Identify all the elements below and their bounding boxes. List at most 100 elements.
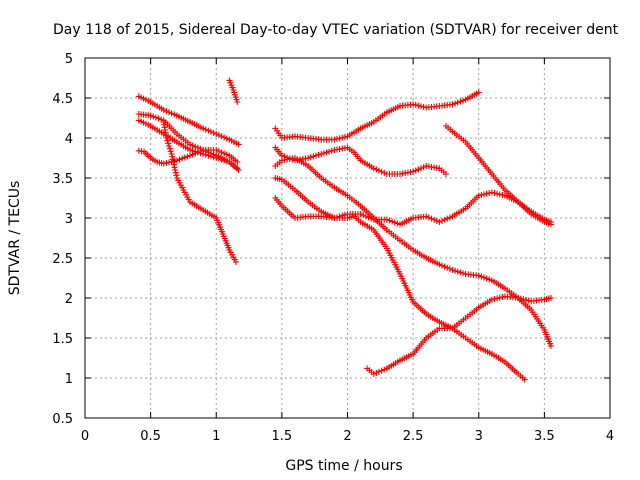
data-point-marker xyxy=(187,147,193,153)
data-point-marker xyxy=(336,135,343,142)
data-point-marker xyxy=(223,158,230,165)
data-point-marker xyxy=(478,191,485,198)
data-point-marker xyxy=(318,151,325,157)
data-point-marker xyxy=(310,153,317,160)
data-point-marker xyxy=(202,126,209,133)
data-point-marker xyxy=(362,213,369,220)
data-point-marker xyxy=(208,153,214,160)
data-point-marker xyxy=(481,191,487,198)
data-point-marker xyxy=(486,190,493,197)
y-axis-label: SDTVAR / TECUs xyxy=(7,181,23,296)
data-point-marker xyxy=(441,216,448,223)
data-point-marker xyxy=(517,295,524,302)
data-point-marker xyxy=(410,168,417,175)
data-point-marker xyxy=(218,156,225,163)
data-point-marker xyxy=(418,165,424,172)
axis-ticks: 0 0.5 1 1.5 2 2.5 3 3.5 4 0.5 1 1.5 2 2.5 3 3.5 4 4.5 5 xyxy=(52,52,614,444)
data-point-marker xyxy=(205,152,212,159)
data-point-marker xyxy=(160,107,167,113)
data-point-marker xyxy=(326,148,333,155)
data-point-marker xyxy=(339,134,346,141)
data-point-marker xyxy=(194,149,201,156)
data-point-marker xyxy=(232,259,239,265)
data-point-marker xyxy=(420,164,427,171)
series-5 xyxy=(226,77,241,105)
data-point-marker xyxy=(373,166,380,173)
data-point-marker xyxy=(166,109,172,116)
series-12 xyxy=(442,123,554,228)
data-point-marker xyxy=(376,368,382,375)
data-point-marker xyxy=(192,150,199,157)
data-point-marker xyxy=(189,142,196,149)
data-point-marker xyxy=(446,214,453,221)
data-point-marker xyxy=(172,169,179,176)
data-point-marker xyxy=(334,214,340,221)
data-point-marker xyxy=(449,267,456,273)
data-point-marker xyxy=(170,161,177,168)
x-tick-label: 2 xyxy=(343,429,351,444)
data-point-marker xyxy=(523,296,529,303)
data-point-marker xyxy=(370,165,377,172)
data-point-marker xyxy=(412,167,419,174)
x-tick-label: 0.5 xyxy=(140,429,161,444)
series-9 xyxy=(272,195,528,383)
data-point-marker xyxy=(234,159,241,165)
data-point-marker xyxy=(234,99,241,105)
data-point-marker xyxy=(418,103,424,110)
data-point-marker xyxy=(423,213,430,220)
x-tick-label: 0 xyxy=(81,429,89,444)
data-point-marker xyxy=(169,153,176,160)
data-point-marker xyxy=(223,151,230,158)
y-tick-label: 4 xyxy=(65,132,73,147)
data-point-marker xyxy=(147,112,154,119)
data-point-marker xyxy=(187,152,193,159)
data-point-marker xyxy=(215,132,222,139)
data-markers xyxy=(135,77,554,383)
data-point-marker xyxy=(442,171,449,177)
data-point-marker xyxy=(475,272,482,279)
data-point-marker xyxy=(172,167,179,173)
data-point-marker xyxy=(547,221,554,228)
y-tick-label: 1.5 xyxy=(52,332,73,347)
data-point-marker xyxy=(496,191,503,198)
data-point-marker xyxy=(168,151,175,157)
data-point-marker xyxy=(486,276,493,283)
data-point-marker xyxy=(166,143,172,149)
data-point-marker xyxy=(160,160,167,167)
data-point-marker xyxy=(213,155,220,161)
data-point-marker xyxy=(334,135,340,142)
data-point-marker xyxy=(520,296,527,303)
data-point-marker xyxy=(488,296,495,303)
series-8 xyxy=(272,155,554,349)
y-tick-label: 0.5 xyxy=(52,412,73,427)
data-point-marker xyxy=(357,211,364,217)
data-point-marker xyxy=(197,148,204,155)
data-point-marker xyxy=(165,140,172,147)
y-tick-label: 5 xyxy=(65,52,73,67)
data-point-marker xyxy=(328,147,335,154)
data-point-marker xyxy=(331,136,338,143)
data-point-marker xyxy=(439,262,445,269)
data-point-marker xyxy=(307,154,314,161)
data-point-marker xyxy=(454,99,461,106)
data-point-marker xyxy=(221,150,228,157)
data-point-marker xyxy=(454,268,461,275)
data-point-marker xyxy=(425,214,432,221)
data-point-marker xyxy=(168,110,175,117)
data-point-marker xyxy=(184,153,191,160)
data-point-marker xyxy=(452,100,459,107)
data-point-marker xyxy=(444,264,451,271)
data-point-marker xyxy=(218,133,225,140)
data-point-marker xyxy=(152,114,159,121)
data-point-marker xyxy=(163,135,170,141)
y-tick-label: 2.5 xyxy=(52,252,73,267)
data-point-marker xyxy=(389,218,396,225)
series-7 xyxy=(272,144,449,177)
grid-lines xyxy=(85,58,610,418)
data-point-marker xyxy=(368,215,375,222)
series-10 xyxy=(272,175,554,228)
data-point-marker xyxy=(378,168,385,175)
data-point-marker xyxy=(436,261,443,268)
data-point-marker xyxy=(176,156,183,163)
data-point-marker xyxy=(218,149,225,156)
